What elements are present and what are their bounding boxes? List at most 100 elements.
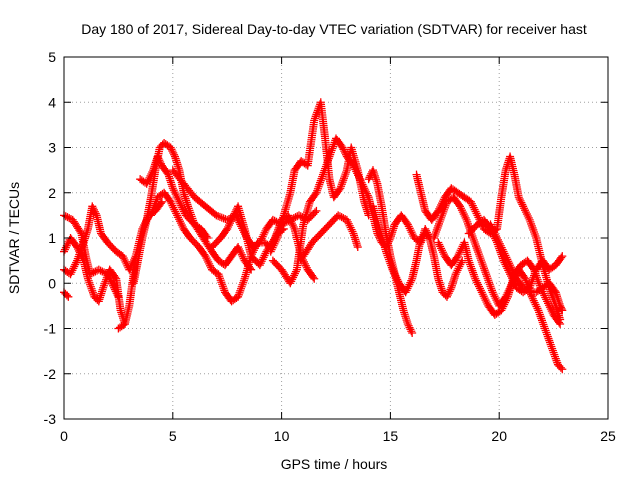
series-track-10 xyxy=(207,202,319,283)
data-point-marker xyxy=(96,266,105,275)
data-point-marker xyxy=(527,277,536,286)
data-point-marker xyxy=(541,326,550,335)
data-point-marker xyxy=(236,248,245,257)
data-point-marker xyxy=(147,170,156,179)
data-point-marker xyxy=(438,246,447,255)
data-point-marker xyxy=(433,223,442,232)
data-point-marker xyxy=(340,147,349,156)
data-point-marker xyxy=(435,240,444,249)
data-point-marker xyxy=(493,234,502,242)
data-point-marker xyxy=(168,184,177,193)
data-point-marker xyxy=(102,273,111,282)
data-point-marker xyxy=(489,290,498,299)
data-point-marker xyxy=(491,230,500,239)
data-point-marker xyxy=(270,239,279,248)
data-point-marker xyxy=(476,254,485,263)
data-point-marker xyxy=(432,225,441,234)
data-point-marker xyxy=(163,169,172,178)
x-tick-label: 10 xyxy=(274,428,290,444)
data-point-marker xyxy=(492,232,501,241)
data-point-marker xyxy=(286,217,295,226)
data-point-marker xyxy=(384,253,393,262)
data-point-marker xyxy=(436,215,445,224)
data-point-marker xyxy=(91,209,100,218)
data-point-marker xyxy=(173,211,182,220)
data-point-marker xyxy=(514,193,523,202)
data-point-marker xyxy=(528,223,537,232)
data-point-marker xyxy=(507,263,516,272)
data-point-marker xyxy=(538,318,547,327)
data-point-marker xyxy=(502,296,511,305)
data-point-marker xyxy=(156,157,165,166)
data-point-marker xyxy=(363,191,372,200)
data-point-marker xyxy=(259,230,268,239)
data-point-marker xyxy=(167,199,176,208)
data-point-marker xyxy=(440,203,449,212)
data-point-marker xyxy=(481,296,490,305)
data-point-marker xyxy=(520,204,529,213)
data-point-marker xyxy=(237,282,246,291)
data-point-marker xyxy=(479,292,488,301)
data-point-marker xyxy=(75,250,84,259)
data-point-marker xyxy=(203,255,212,264)
data-point-marker xyxy=(401,288,410,297)
series-track-6 xyxy=(129,138,212,288)
data-point-marker xyxy=(148,168,157,177)
data-point-marker xyxy=(491,294,500,303)
data-point-marker xyxy=(438,248,447,257)
data-point-marker xyxy=(509,268,518,277)
data-point-marker xyxy=(475,252,484,261)
data-point-marker xyxy=(530,229,539,238)
series-track-7 xyxy=(136,152,256,274)
data-point-marker xyxy=(89,268,98,277)
data-point-marker xyxy=(452,268,461,277)
data-point-marker xyxy=(473,246,482,255)
data-point-marker xyxy=(320,166,329,175)
data-point-marker xyxy=(101,277,110,286)
data-point-marker xyxy=(204,257,213,266)
data-point-marker xyxy=(63,213,72,222)
data-point-marker xyxy=(436,242,445,251)
data-point-marker xyxy=(227,215,236,224)
data-point-marker xyxy=(535,310,544,319)
data-point-marker xyxy=(155,156,164,165)
data-point-marker xyxy=(537,314,546,323)
data-point-marker xyxy=(340,172,349,181)
data-point-marker xyxy=(351,165,360,174)
data-point-marker xyxy=(288,221,297,230)
data-point-marker xyxy=(327,146,336,155)
data-point-marker xyxy=(536,312,545,321)
data-point-marker xyxy=(506,261,515,270)
data-point-marker xyxy=(215,274,224,283)
data-point-marker xyxy=(549,348,558,357)
data-point-marker xyxy=(100,268,109,277)
data-point-marker xyxy=(445,287,454,296)
data-point-marker xyxy=(407,327,416,336)
data-point-marker xyxy=(184,202,193,211)
data-point-marker xyxy=(202,254,211,263)
data-point-marker xyxy=(291,267,300,276)
data-point-marker xyxy=(498,304,507,313)
data-point-marker xyxy=(169,186,178,195)
data-point-marker xyxy=(501,251,510,260)
series-track-13 xyxy=(299,211,362,261)
data-point-marker xyxy=(352,167,361,176)
data-point-marker xyxy=(540,324,549,333)
data-point-marker xyxy=(166,143,175,152)
data-point-marker xyxy=(474,280,483,289)
data-point-marker xyxy=(174,195,183,204)
data-point-marker xyxy=(226,217,235,226)
data-point-marker xyxy=(313,184,322,193)
data-point-marker xyxy=(437,211,446,220)
series-track-16 xyxy=(412,152,565,324)
x-tick-label: 25 xyxy=(600,428,616,444)
data-point-marker xyxy=(496,241,505,250)
data-point-marker xyxy=(153,152,162,161)
data-point-marker xyxy=(143,177,152,186)
data-point-marker xyxy=(83,274,92,283)
data-point-marker xyxy=(518,200,527,209)
data-point-marker xyxy=(347,225,356,234)
data-point-marker xyxy=(185,206,194,215)
data-point-marker xyxy=(543,297,552,306)
data-point-marker xyxy=(73,254,82,263)
